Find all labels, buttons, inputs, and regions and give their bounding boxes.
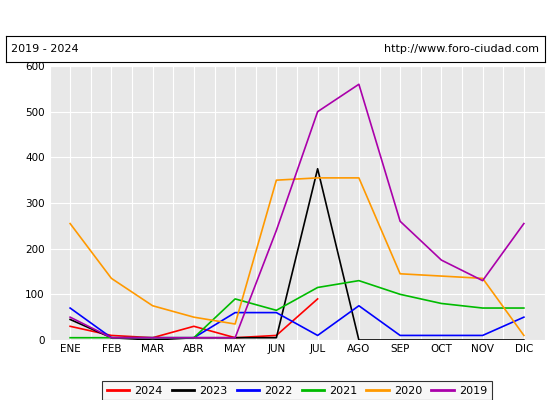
Text: http://www.foro-ciudad.com: http://www.foro-ciudad.com bbox=[384, 44, 539, 54]
Legend: 2024, 2023, 2022, 2021, 2020, 2019: 2024, 2023, 2022, 2021, 2020, 2019 bbox=[102, 381, 492, 400]
Text: 2019 - 2024: 2019 - 2024 bbox=[11, 44, 79, 54]
Text: Evolucion Nº Turistas Nacionales en el municipio de Oncala: Evolucion Nº Turistas Nacionales en el m… bbox=[58, 10, 492, 26]
